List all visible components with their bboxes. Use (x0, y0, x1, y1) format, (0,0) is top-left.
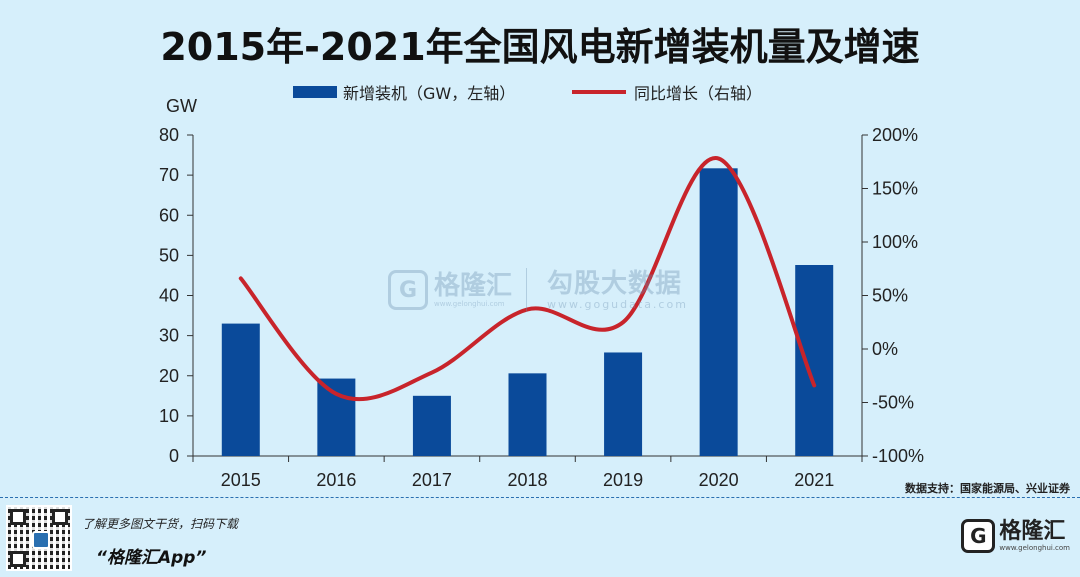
x-tick-label: 2019 (603, 470, 643, 490)
right-tick-label: 50% (872, 286, 908, 306)
x-axis: 2015 2016 2017 2018 2019 2020 2021 (192, 455, 863, 490)
right-tick-label: 0% (872, 339, 898, 359)
right-tick-label: -100% (872, 446, 924, 466)
promo-app-name: “格隆汇App” (96, 548, 207, 568)
bar (317, 378, 356, 456)
right-tick-label: 200% (872, 125, 918, 145)
bar (699, 168, 738, 456)
left-tick-label: 40 (159, 286, 179, 306)
data-source: 数据支持：国家能源局、兴业证券 (905, 482, 1070, 495)
bar-series (221, 168, 834, 456)
left-tick-label: 80 (159, 125, 179, 145)
left-tick-label: 60 (159, 205, 179, 225)
left-tick-label: 20 (159, 366, 179, 386)
brand-logo-icon: G (961, 519, 996, 553)
qr-code-icon[interactable] (6, 505, 72, 571)
footer-divider (0, 497, 1080, 498)
bar (604, 352, 643, 456)
legend-bar-label: 新增装机（GW，左轴） (343, 84, 515, 103)
watermark: G 格隆汇 www.gelonghui.com 勾股大数据 www.goguda… (388, 268, 688, 312)
x-tick-label: 2021 (794, 470, 834, 490)
x-tick-label: 2016 (316, 470, 356, 490)
watermark-name: 格隆汇 (434, 271, 513, 301)
left-tick-label: 50 (159, 245, 179, 265)
bar (795, 265, 834, 456)
brand-name: 格隆汇 (999, 519, 1066, 544)
x-tick-label: 2020 (699, 470, 739, 490)
legend-bar-swatch (293, 86, 337, 98)
watermark-divider (526, 268, 528, 312)
chart-title: 2015年-2021年全国风电新增装机量及增速 (160, 25, 920, 69)
right-tick-label: 150% (872, 179, 918, 199)
promo-text: 了解更多图文干货，扫码下载 (82, 517, 239, 531)
legend-line-label: 同比增长（右轴） (634, 84, 762, 103)
x-tick-label: 2015 (221, 470, 261, 490)
bar (508, 373, 547, 456)
bar (412, 395, 451, 456)
line-series (238, 156, 817, 402)
brand[interactable]: G 格隆汇 www.gelonghui.com (961, 516, 1070, 556)
left-tick-label: 70 (159, 165, 179, 185)
right-tick-label: -50% (872, 393, 914, 413)
left-axis-unit: GW (166, 96, 197, 116)
brand-url: www.gelonghui.com (999, 544, 1070, 552)
left-tick-label: 0 (169, 446, 179, 466)
x-tick-label: 2017 (412, 470, 452, 490)
legend: 新增装机（GW，左轴） 同比增长（右轴） (293, 84, 762, 103)
left-tick-label: 30 (159, 326, 179, 346)
bar (221, 323, 260, 456)
watermark-logo-icon: G (388, 270, 428, 310)
right-axis: -100% -50% 0% 50% 100% 150% 200% (861, 125, 924, 466)
right-tick-label: 100% (872, 232, 918, 252)
watermark-url-2: www.gogudata.com (547, 297, 688, 311)
x-tick-label: 2018 (507, 470, 547, 490)
left-tick-label: 10 (159, 406, 179, 426)
watermark-name-2: 勾股大数据 (547, 268, 683, 299)
left-axis: GW 0 10 20 30 40 50 60 70 80 (159, 96, 197, 466)
watermark-url: www.gelonghui.com (434, 300, 505, 308)
